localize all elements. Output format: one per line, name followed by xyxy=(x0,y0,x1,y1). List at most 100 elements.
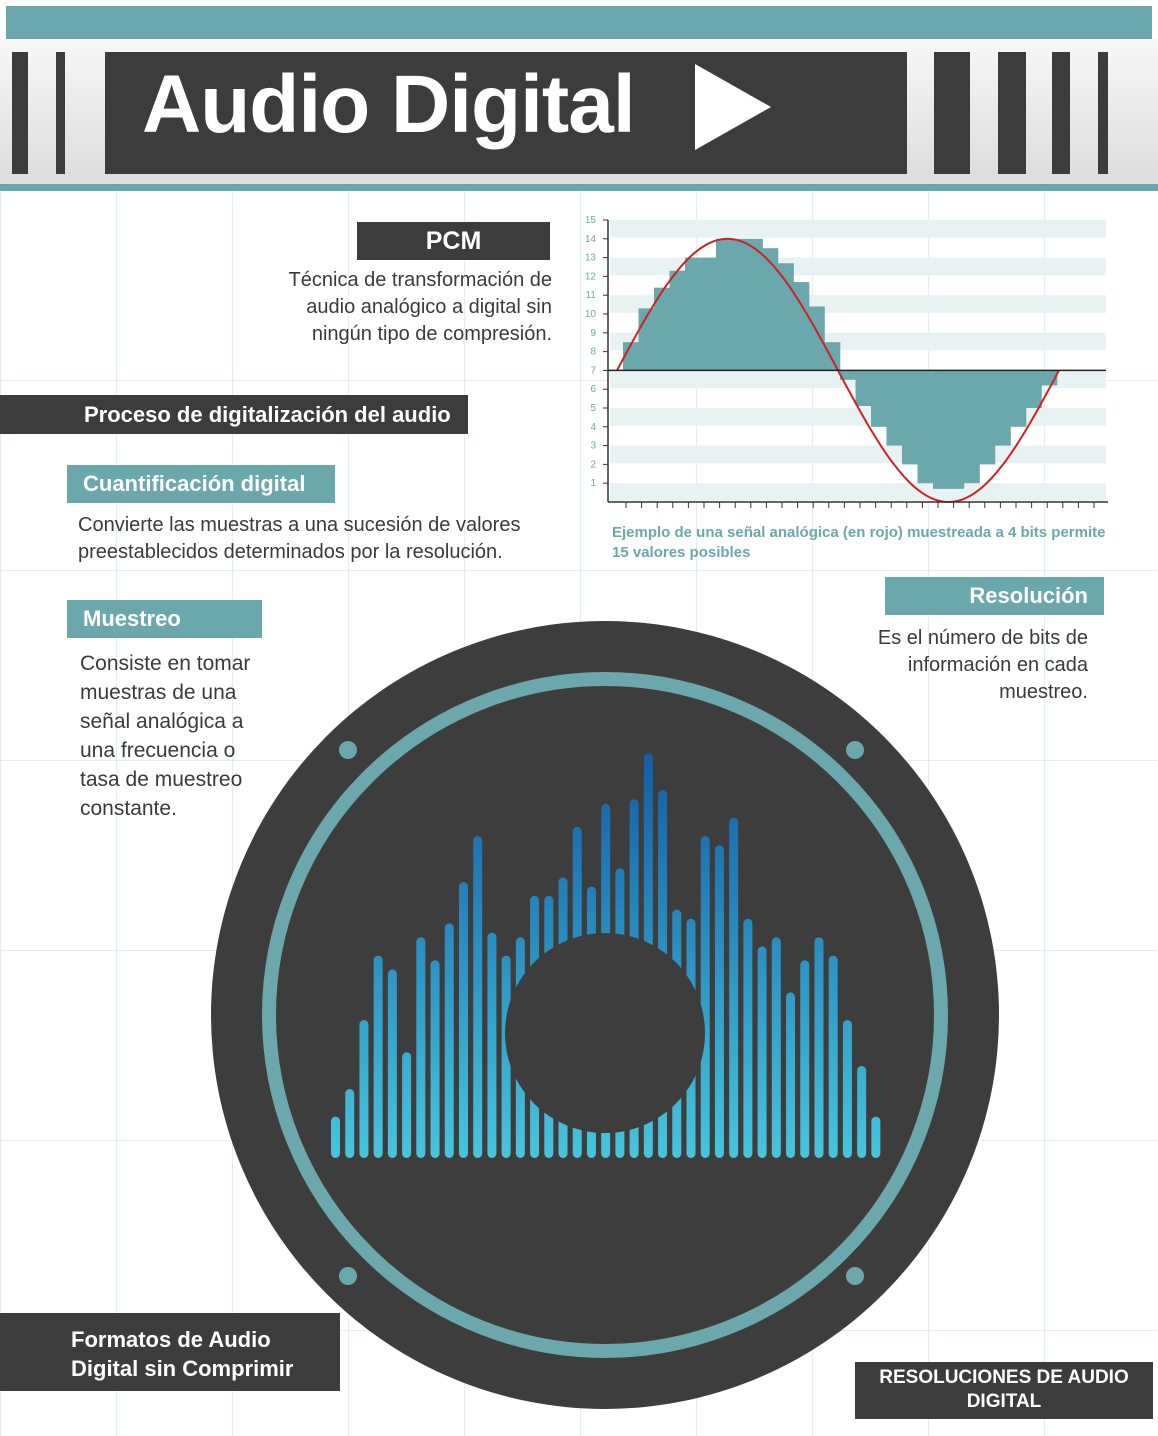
speaker-graphic xyxy=(211,621,999,1409)
chart-band xyxy=(610,219,1106,238)
chart-bar xyxy=(778,263,794,371)
process-heading: Proceso de digitalización del audio xyxy=(0,395,468,434)
chart-bar xyxy=(995,370,1011,446)
chart-y-tick-label: 10 xyxy=(585,309,597,320)
equalizer-bar xyxy=(828,955,838,1158)
page-title: Audio Digital xyxy=(142,59,636,150)
chart-bar xyxy=(793,282,810,371)
top-accent-bar xyxy=(6,6,1152,39)
quantization-description: Convierte las muestras a una sucesión de… xyxy=(78,514,521,563)
equalizer-bar xyxy=(700,836,710,1158)
equalizer-bar xyxy=(771,937,781,1158)
chart-bar xyxy=(840,370,856,380)
chart-bar xyxy=(917,370,934,484)
header-stripe xyxy=(56,52,65,174)
formats-heading: Formatos de Audio Digital sin Comprimir xyxy=(0,1313,340,1391)
equalizer-bar xyxy=(345,1089,355,1158)
header-stripe xyxy=(934,52,970,174)
chart-bar xyxy=(809,306,825,371)
header-divider xyxy=(0,184,1158,191)
equalizer-bar xyxy=(757,946,767,1158)
chart-bar xyxy=(886,370,903,446)
equalizer-bar xyxy=(501,955,511,1158)
chart-y-tick-label: 2 xyxy=(590,459,596,470)
chart-band xyxy=(610,407,1106,426)
chart-bar xyxy=(700,257,717,371)
chart-bar xyxy=(669,270,686,371)
chart-bar xyxy=(871,370,887,427)
equalizer-bar xyxy=(416,937,426,1158)
equalizer-bar xyxy=(473,836,483,1158)
header-stripe xyxy=(12,52,28,174)
equalizer-bar xyxy=(857,1066,867,1158)
chart-band xyxy=(610,445,1106,464)
speaker-screw xyxy=(846,1267,864,1285)
chart-bar xyxy=(902,370,918,465)
quantization-heading: Cuantificación digital xyxy=(67,465,335,503)
sampling-description: Consiste en tomar muestras de una señal … xyxy=(80,652,251,820)
resolution-heading: Resolución xyxy=(885,577,1104,615)
chart-bar xyxy=(979,370,996,465)
equalizer-bar xyxy=(842,1020,852,1158)
title-banner xyxy=(105,52,907,174)
speaker-screw xyxy=(339,1267,357,1285)
equalizer-bar xyxy=(373,955,383,1158)
speaker-center xyxy=(505,933,705,1133)
chart-y-tick-label: 7 xyxy=(590,365,596,376)
chart-y-tick-label: 14 xyxy=(585,234,597,245)
header-stripe xyxy=(1052,52,1070,174)
chart-y-tick-label: 8 xyxy=(590,347,596,358)
pcm-heading: PCM xyxy=(357,222,550,260)
equalizer-bar xyxy=(800,960,810,1158)
chart-bar xyxy=(855,370,872,407)
chart-bar xyxy=(685,257,701,371)
chart-caption: Ejemplo de una señal analógica (en rojo)… xyxy=(612,524,1106,561)
chart-bar xyxy=(654,287,670,371)
equalizer-bar xyxy=(814,937,824,1158)
chart-bar xyxy=(933,370,949,489)
equalizer-bar xyxy=(871,1116,881,1158)
chart-bar xyxy=(623,342,639,371)
header-stripe xyxy=(998,52,1026,174)
chart-y-tick-label: 6 xyxy=(590,384,596,395)
chart-bar xyxy=(731,238,748,371)
chart-y-tick-label: 5 xyxy=(590,403,596,414)
equalizer-bar xyxy=(743,918,753,1158)
equalizer-bar xyxy=(714,845,724,1158)
resolutions-heading: RESOLUCIONES DE AUDIO DIGITAL xyxy=(855,1362,1153,1419)
equalizer-bar xyxy=(402,1052,412,1158)
resolution-description: Es el número de bits de información en c… xyxy=(877,627,1088,703)
chart-band xyxy=(610,483,1106,501)
chart-bar xyxy=(716,238,732,371)
header-stripe xyxy=(1098,52,1108,174)
chart-y-tick-label: 15 xyxy=(585,215,597,226)
equalizer-bar xyxy=(786,992,796,1158)
chart-bar xyxy=(964,370,980,484)
chart-bar xyxy=(824,342,841,371)
sampling-heading: Muestreo xyxy=(67,600,262,638)
chart-y-tick-label: 1 xyxy=(590,478,596,489)
chart-bar xyxy=(1026,370,1042,408)
chart-y-tick-label: 4 xyxy=(590,422,596,433)
chart-y-tick-label: 12 xyxy=(585,271,597,282)
chart-bar xyxy=(747,238,763,371)
equalizer-bar xyxy=(430,960,440,1158)
chart-bar xyxy=(762,248,779,371)
equalizer-bar xyxy=(458,882,468,1158)
chart-bar xyxy=(1010,370,1027,427)
speaker-screw xyxy=(339,741,357,759)
chart-bar xyxy=(948,370,965,489)
pcm-description: Técnica de transformación de audio analó… xyxy=(288,269,552,345)
equalizer-bar xyxy=(487,932,497,1158)
chart-y-tick-label: 3 xyxy=(590,441,596,452)
equalizer-bar xyxy=(359,1020,369,1158)
equalizer-bar xyxy=(387,969,397,1158)
chart-y-tick-label: 13 xyxy=(585,253,597,264)
equalizer-bar xyxy=(331,1116,340,1158)
play-icon xyxy=(695,64,771,150)
chart-y-tick-label: 11 xyxy=(586,290,597,301)
speaker-ring xyxy=(262,672,948,1358)
speaker-screw xyxy=(846,741,864,759)
equalizer-bar xyxy=(444,923,454,1158)
